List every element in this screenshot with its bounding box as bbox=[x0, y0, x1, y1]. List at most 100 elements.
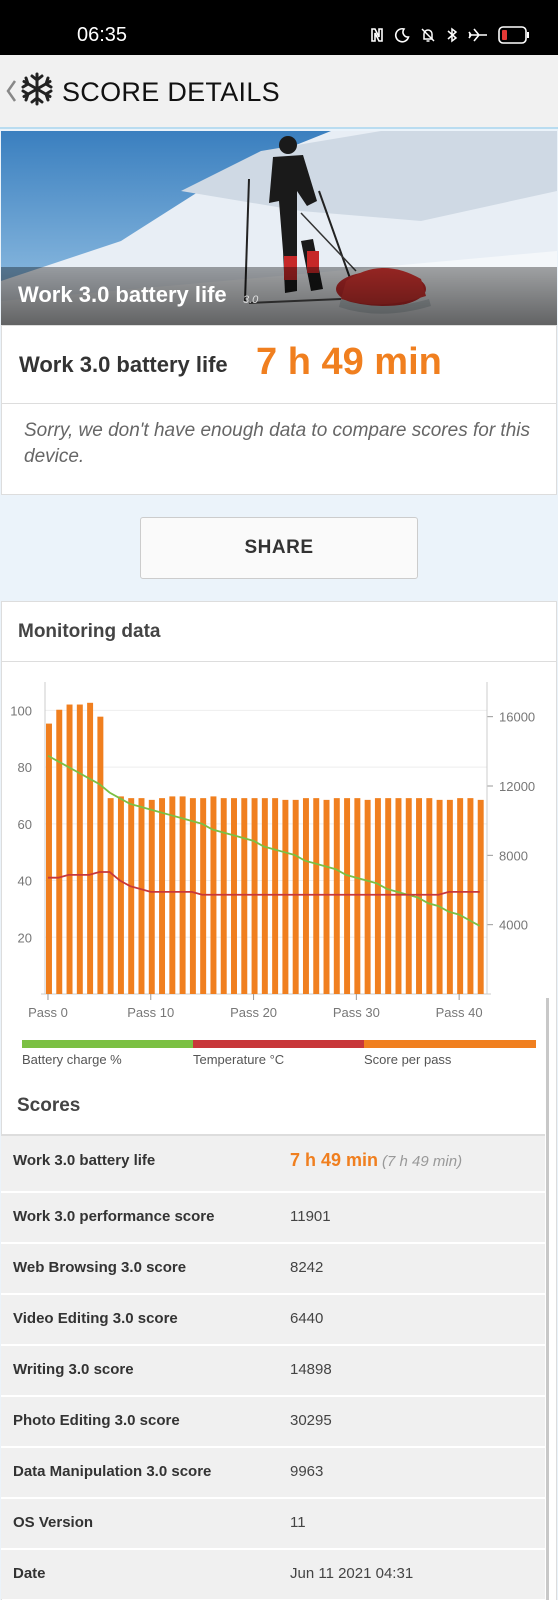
airplane-icon bbox=[468, 28, 487, 42]
score-bar bbox=[354, 798, 361, 994]
right-tick-label: 12000 bbox=[499, 779, 535, 794]
scrollbar[interactable] bbox=[546, 998, 549, 1600]
score-label: Web Browsing 3.0 score bbox=[13, 1259, 187, 1276]
score-bar bbox=[323, 799, 330, 994]
score-bar bbox=[385, 798, 392, 994]
score-label: Photo Editing 3.0 score bbox=[13, 1412, 180, 1429]
score-bar bbox=[416, 798, 423, 994]
score-bar bbox=[333, 798, 340, 994]
score-bar bbox=[189, 798, 196, 994]
legend-swatch bbox=[364, 1040, 536, 1048]
table-row: Data Manipulation 3.0 score 9963 bbox=[1, 1446, 545, 1497]
legend-item: Temperature °C bbox=[193, 1040, 365, 1067]
score-bar bbox=[261, 798, 268, 994]
score-value: 6440 bbox=[290, 1310, 324, 1327]
series-line bbox=[47, 871, 480, 896]
score-bar bbox=[200, 798, 207, 994]
left-tick-label: 80 bbox=[18, 760, 32, 775]
score-label: Writing 3.0 score bbox=[13, 1361, 134, 1378]
score-value: Jun 11 2021 04:31 bbox=[290, 1565, 414, 1582]
score-bar bbox=[364, 799, 371, 994]
score-bar bbox=[128, 798, 135, 994]
score-bar bbox=[374, 798, 381, 994]
score-label: Data Manipulation 3.0 score bbox=[13, 1463, 212, 1480]
page-title: SCORE DETAILS bbox=[62, 77, 280, 107]
chevron-left-icon[interactable] bbox=[4, 77, 18, 105]
app-bar: SCORE DETAILS bbox=[0, 55, 558, 129]
table-row: Video Editing 3.0 score 6440 bbox=[1, 1293, 545, 1344]
left-tick-label: 20 bbox=[18, 930, 32, 945]
table-row: Date Jun 11 2021 04:31 bbox=[1, 1548, 545, 1599]
score-value: 14898 bbox=[290, 1361, 332, 1378]
result-value: 7 h 49 min bbox=[256, 341, 442, 383]
moon-icon bbox=[394, 27, 410, 43]
bluetooth-icon bbox=[447, 27, 458, 43]
score-bar bbox=[169, 796, 176, 994]
left-tick-label: 100 bbox=[10, 703, 32, 718]
score-bar bbox=[467, 798, 474, 994]
score-bar bbox=[179, 796, 186, 994]
score-bar bbox=[436, 799, 443, 994]
score-bar bbox=[138, 798, 145, 994]
status-icons bbox=[370, 26, 530, 44]
legend-item: Score per pass bbox=[364, 1040, 536, 1067]
result-card: Work 3.0 battery life 7 h 49 min Sorry, … bbox=[1, 325, 557, 495]
score-bar bbox=[148, 799, 155, 994]
legend-label: Temperature °C bbox=[193, 1052, 285, 1067]
left-tick-label: 60 bbox=[18, 817, 32, 832]
score-label: Date bbox=[13, 1565, 46, 1582]
table-row: Photo Editing 3.0 score 30295 bbox=[1, 1395, 545, 1446]
share-button[interactable]: SHARE bbox=[140, 517, 418, 579]
result-label: Work 3.0 battery life bbox=[19, 352, 228, 377]
score-bar bbox=[117, 796, 124, 994]
monitoring-chart: 20 40 60 80 100 4000 8000 12000 16000 Pass 0 Pass … bbox=[10, 682, 535, 1020]
score-bar bbox=[56, 709, 63, 994]
x-tick-label: Pass 30 bbox=[333, 1005, 380, 1020]
score-value: 9963 bbox=[290, 1463, 324, 1480]
legend-label: Score per pass bbox=[364, 1052, 452, 1067]
right-tick-label: 8000 bbox=[499, 848, 528, 863]
x-tick-label: Pass 20 bbox=[230, 1005, 277, 1020]
comparison-note: Sorry, we don't have enough data to comp… bbox=[24, 420, 530, 467]
table-row: Web Browsing 3.0 score 8242 bbox=[1, 1242, 545, 1293]
x-tick-label: Pass 10 bbox=[127, 1005, 174, 1020]
score-value: 8242 bbox=[290, 1259, 324, 1276]
right-tick-label: 4000 bbox=[499, 918, 528, 933]
score-bar bbox=[66, 704, 73, 994]
score-bar bbox=[457, 798, 464, 994]
nfc-icon bbox=[371, 28, 383, 42]
score-bar bbox=[76, 704, 83, 994]
score-bar bbox=[302, 798, 309, 994]
x-tick-label: Pass 0 bbox=[28, 1005, 68, 1020]
result-row: Work 3.0 battery life 7 h 49 min bbox=[2, 326, 556, 404]
left-tick-label: 40 bbox=[18, 874, 32, 889]
scores-title: Scores bbox=[17, 1095, 81, 1116]
score-bar bbox=[313, 798, 320, 994]
score-sub-value: (7 h 49 min) bbox=[382, 1153, 463, 1170]
legend-item: Battery charge % bbox=[22, 1040, 194, 1067]
monitoring-title: Monitoring data bbox=[18, 621, 161, 642]
hero-caption: Work 3.0 battery life 3.0 bbox=[1, 267, 557, 325]
score-bar bbox=[87, 702, 94, 994]
hero-image: Work 3.0 battery life 3.0 bbox=[1, 131, 557, 325]
score-label: OS Version bbox=[13, 1514, 94, 1531]
hero-title: Work 3.0 battery life bbox=[18, 282, 227, 307]
table-row: Work 3.0 battery life 7 h 49 min (7 h 49 m… bbox=[1, 1134, 545, 1191]
monitoring-header: Monitoring data bbox=[2, 602, 556, 662]
hero-version: 3.0 bbox=[243, 294, 259, 306]
score-bar bbox=[159, 798, 166, 994]
battery-low-icon bbox=[498, 26, 529, 44]
table-row: Work 3.0 performance score 11901 bbox=[1, 1191, 545, 1242]
score-bar bbox=[426, 798, 433, 994]
score-bar bbox=[97, 716, 104, 994]
score-bar bbox=[251, 798, 258, 994]
score-value: 7 h 49 min (7 h 49 min) bbox=[290, 1150, 462, 1171]
score-value: 30295 bbox=[290, 1412, 332, 1429]
score-bar bbox=[107, 798, 114, 994]
score-label: Video Editing 3.0 score bbox=[13, 1310, 178, 1327]
score-bar bbox=[292, 799, 299, 994]
score-bar bbox=[344, 798, 351, 994]
table-row: OS Version 11 bbox=[1, 1497, 545, 1548]
score-bar bbox=[282, 799, 289, 994]
score-label: Work 3.0 performance score bbox=[13, 1208, 215, 1225]
